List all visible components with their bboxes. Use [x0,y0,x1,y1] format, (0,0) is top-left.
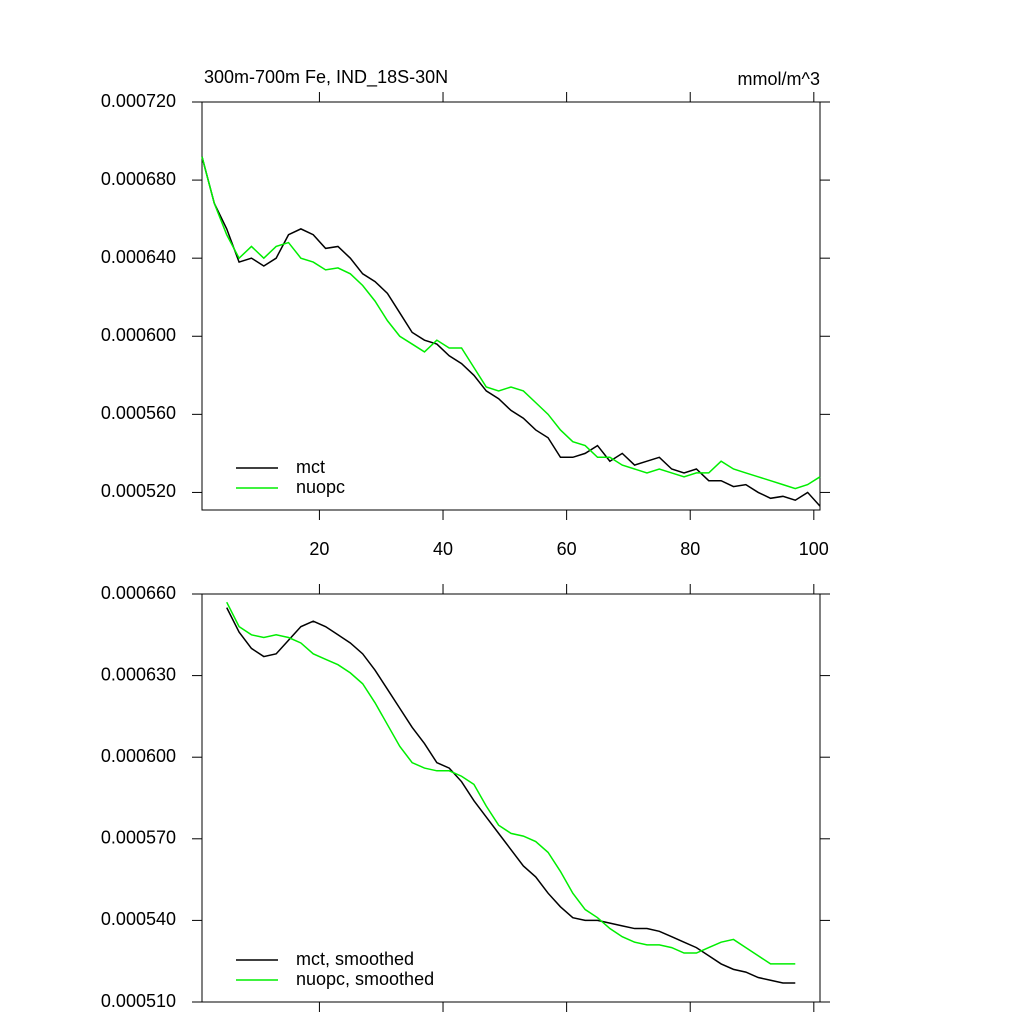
legend-label: mct, smoothed [296,949,414,969]
x-tick-label: 20 [309,539,329,559]
x-tick-label: 60 [557,539,577,559]
units-label: mmol/m^3 [738,69,820,89]
chart-title: 300m-700m Fe, IND_18S-30N [204,67,448,88]
legend-label: mct [296,457,325,477]
y-tick-label: 0.000720 [101,91,176,111]
series-line [201,156,821,507]
y-tick-label: 0.000560 [101,403,176,423]
x-tick-label: 100 [799,539,829,559]
y-tick-label: 0.000520 [101,481,176,501]
series-line [201,156,821,490]
series-line [226,601,796,965]
y-tick-label: 0.000680 [101,169,176,189]
x-tick-label: 40 [433,539,453,559]
y-tick-label: 0.000640 [101,247,176,267]
plot-frame [201,593,821,1003]
y-tick-label: 0.000510 [101,991,176,1011]
y-tick-label: 0.000540 [101,909,176,929]
y-tick-label: 0.000630 [101,664,176,684]
y-tick-label: 0.000660 [101,583,176,603]
y-tick-label: 0.000600 [101,325,176,345]
y-tick-label: 0.000570 [101,828,176,848]
plot-frame [201,101,821,511]
legend-label: nuopc, smoothed [296,969,434,989]
series-line [226,607,796,984]
x-tick-label: 80 [680,539,700,559]
legend-label: nuopc [296,477,345,497]
y-tick-label: 0.000600 [101,746,176,766]
